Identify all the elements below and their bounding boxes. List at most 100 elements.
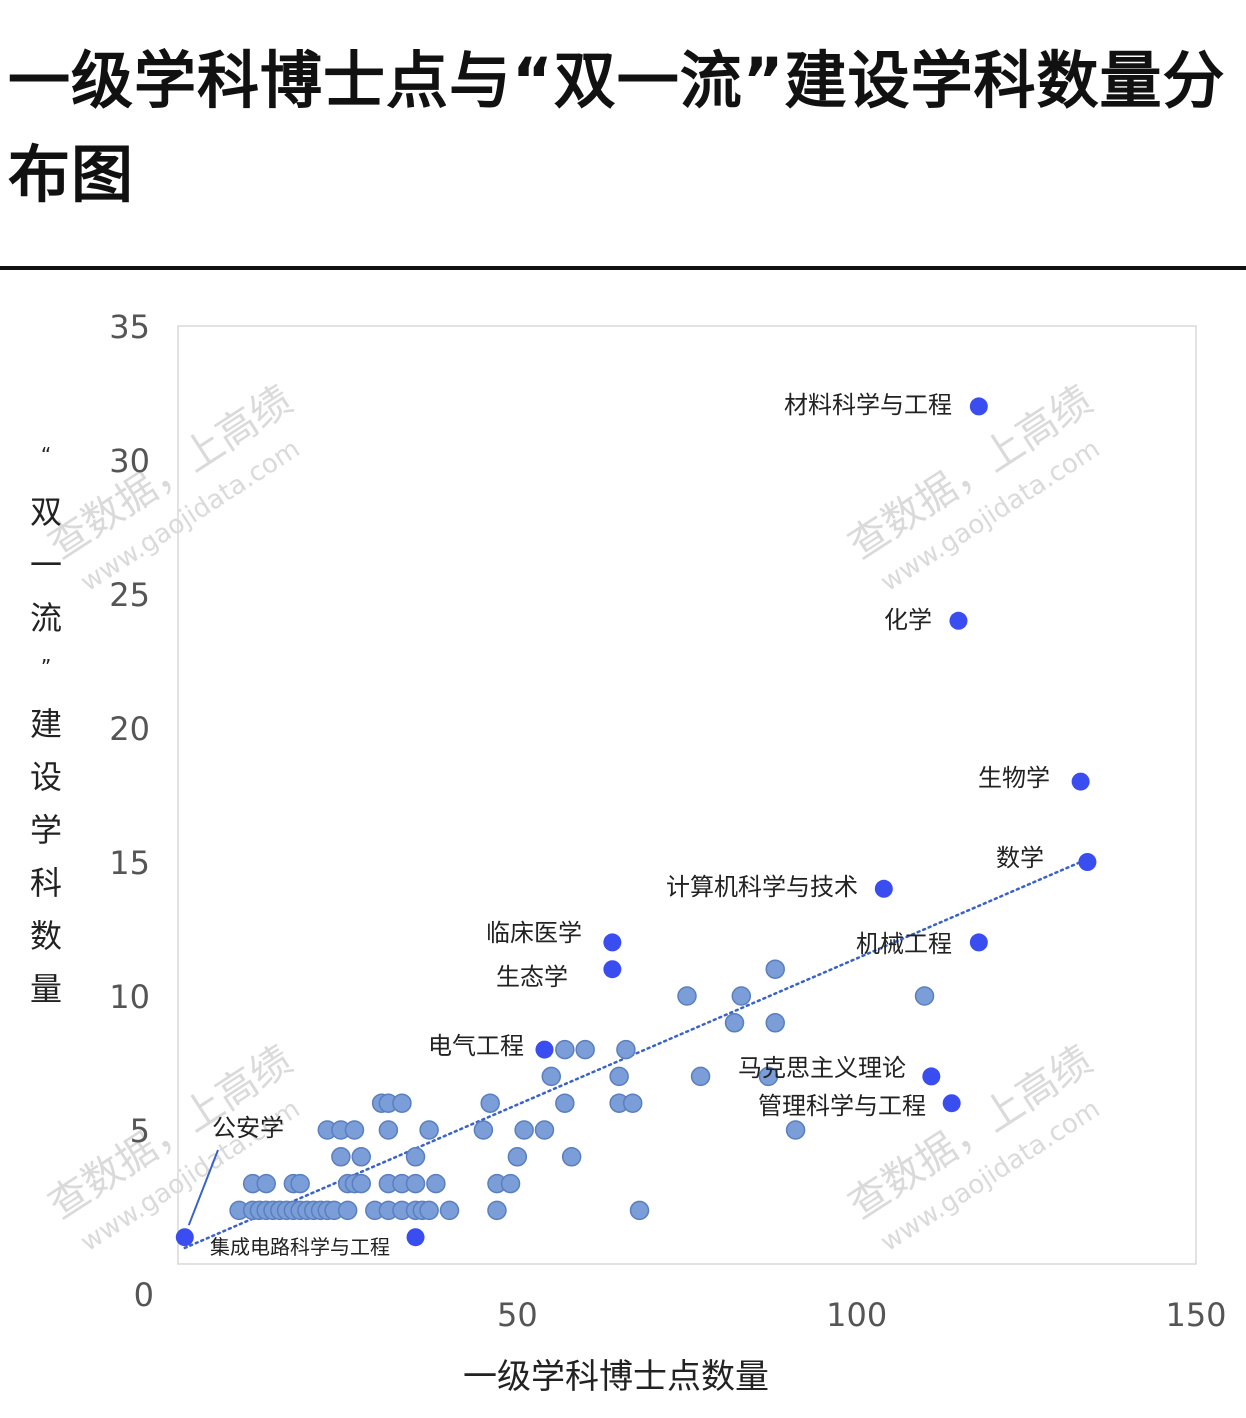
other-points-layer: [229, 959, 935, 1221]
data-point: [690, 1066, 711, 1087]
y-axis-title-char: 双: [30, 493, 62, 531]
y-tick-label: 10: [109, 978, 150, 1016]
data-point: [487, 1200, 507, 1221]
y-axis-title-char: 学: [30, 811, 62, 849]
x-tick-label: 150: [1165, 1296, 1226, 1334]
labeled-data-point: [942, 1094, 961, 1113]
data-point: [500, 1173, 521, 1194]
data-point: [405, 1173, 426, 1194]
data-point: [337, 1200, 358, 1221]
y-axis-title-char: 量: [30, 970, 62, 1008]
data-point: [758, 1066, 779, 1087]
labeled-data-point: [406, 1228, 425, 1247]
data-point: [616, 1039, 636, 1060]
point-label: 电气工程: [428, 1032, 524, 1060]
labeled-data-point: [535, 1040, 554, 1059]
point-label: 公安学: [212, 1114, 284, 1142]
data-point: [724, 1013, 745, 1033]
data-point: [629, 1200, 650, 1221]
page-title: 一级学科博士点与“双一流”建设学科数量分布图: [8, 44, 1226, 211]
data-point: [480, 1093, 500, 1113]
data-point: [351, 1147, 371, 1167]
x-tick-label: 100: [826, 1296, 887, 1334]
point-label: 集成电路科学与工程: [210, 1235, 390, 1259]
point-label: 马克思主义理论: [738, 1054, 906, 1082]
y-axis-title-char: 一: [30, 546, 62, 584]
data-point: [419, 1200, 439, 1221]
label-leader-line: [187, 1149, 219, 1226]
y-axis-title-char: 数: [30, 917, 62, 955]
data-point: [555, 1093, 575, 1113]
labeled-data-point: [949, 611, 968, 630]
data-point: [561, 1147, 582, 1167]
labeled-data-point: [175, 1228, 194, 1247]
point-label: 计算机科学与技术: [666, 873, 858, 901]
data-point: [392, 1093, 412, 1113]
data-point: [473, 1120, 494, 1140]
point-label: 机械工程: [856, 930, 952, 958]
data-point: [290, 1173, 310, 1194]
point-label: 生物学: [978, 764, 1050, 792]
labeled-data-point: [922, 1067, 941, 1086]
x-axis-ticks: 50 100 150: [497, 1296, 1227, 1334]
y-tick-label: 25: [109, 576, 150, 614]
y-axis-title-char: 建: [30, 705, 62, 743]
labeled-data-point: [1071, 772, 1090, 791]
data-point: [677, 986, 697, 1006]
data-point: [378, 1120, 399, 1140]
data-point: [419, 1120, 439, 1140]
data-point: [785, 1120, 806, 1140]
point-label: 临床医学: [486, 919, 582, 947]
x-axis-title-text: 一级学科博士点数量: [463, 1357, 769, 1397]
labeled-data-point: [969, 397, 988, 416]
plot-area-border: [177, 325, 1197, 1265]
data-point: [514, 1120, 534, 1140]
data-point: [609, 1066, 629, 1087]
labeled-data-point: [603, 960, 622, 979]
y-axis-title-char: 流: [30, 599, 62, 637]
y-tick-label: 0: [134, 1276, 154, 1314]
y-tick-label: 35: [109, 308, 150, 346]
y-tick-label: 15: [109, 844, 150, 882]
data-point: [426, 1173, 446, 1194]
y-axis-title-char: 科: [30, 864, 62, 902]
y-axis-title-char: ”: [41, 655, 51, 679]
y-tick-label: 5: [130, 1112, 150, 1150]
x-tick-label: 50: [497, 1296, 538, 1334]
point-label: 数学: [996, 844, 1044, 872]
point-label: 化学: [884, 606, 932, 634]
labeled-data-point: [1078, 853, 1097, 871]
data-point: [622, 1093, 643, 1113]
x-axis-title: 一级学科博士点数量: [463, 1357, 769, 1397]
labeled-data-point: [603, 933, 622, 952]
data-point: [507, 1147, 528, 1167]
y-tick-label: 30: [109, 442, 150, 480]
data-point: [331, 1147, 351, 1167]
y-tick-label: 20: [109, 710, 150, 748]
data-point: [439, 1200, 460, 1221]
point-label: 生态学: [496, 963, 568, 991]
y-axis-title-char: “: [41, 443, 51, 467]
labeled-data-point: [874, 879, 893, 898]
data-point: [351, 1173, 371, 1194]
y-axis-title-char: 设: [30, 758, 62, 796]
y-axis-ticks: 0 5 10 15 20 25 30 35: [109, 308, 154, 1314]
data-point: [405, 1147, 426, 1167]
point-label: 材料科学与工程: [784, 391, 952, 419]
data-point: [344, 1120, 365, 1140]
labeled-data-point: [969, 933, 988, 952]
point-label: 管理科学与工程: [758, 1092, 926, 1120]
data-point: [555, 1039, 575, 1060]
data-point: [914, 986, 935, 1006]
data-point: [541, 1066, 562, 1087]
data-point: [731, 986, 752, 1006]
data-point: [534, 1120, 555, 1140]
title-divider: [0, 266, 1246, 270]
data-point: [575, 1039, 595, 1060]
data-point: [256, 1173, 276, 1194]
